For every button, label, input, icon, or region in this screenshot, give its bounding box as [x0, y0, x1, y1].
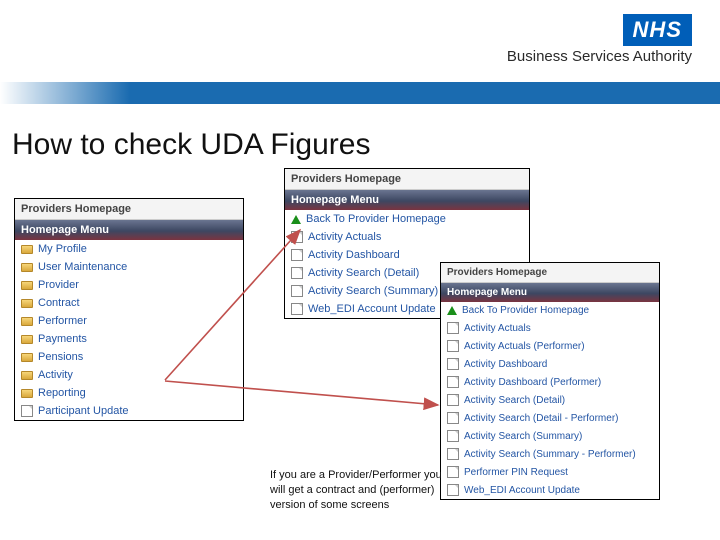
document-icon [291, 231, 303, 243]
menu-item-label: Activity Dashboard (Performer) [464, 377, 601, 388]
menu-item-label: Activity Search (Summary) [308, 285, 438, 297]
panel-providers-right: Providers Homepage Homepage Menu Back To… [440, 262, 660, 500]
arrow-up-icon [291, 215, 301, 224]
menu-item[interactable]: Activity [15, 366, 243, 384]
document-icon [447, 376, 459, 388]
menu-item-label: Activity Search (Detail - Performer) [464, 413, 618, 424]
folder-icon [21, 299, 33, 308]
menu-item-label: Activity Search (Detail) [464, 395, 565, 406]
menu-item-label: Web_EDI Account Update [308, 303, 436, 315]
menu-item[interactable]: My Profile [15, 240, 243, 258]
folder-icon [21, 263, 33, 272]
document-icon [291, 285, 303, 297]
document-icon [447, 448, 459, 460]
menu-item-label: Activity Search (Summary) [464, 431, 582, 442]
menu-item[interactable]: Contract [15, 294, 243, 312]
arrow-up-icon [447, 306, 457, 315]
menu-list: My Profile User Maintenance Provider Contra… [15, 240, 243, 420]
menu-item-label: Activity Actuals [464, 323, 531, 334]
folder-icon [21, 389, 33, 398]
document-icon [447, 430, 459, 442]
panel-header: Providers Homepage [441, 263, 659, 283]
menu-item-label: User Maintenance [38, 261, 127, 273]
document-icon [291, 267, 303, 279]
nhs-subtitle: Business Services Authority [507, 48, 692, 65]
menu-item[interactable]: Activity Search (Summary - Performer) [441, 445, 659, 463]
explainer-note: If you are a Provider/Performer you will… [270, 468, 450, 513]
menu-header: Homepage Menu [285, 190, 529, 210]
menu-item-label: Activity Search (Detail) [308, 267, 419, 279]
menu-item-label: Performer [38, 315, 87, 327]
menu-item[interactable]: Performer [15, 312, 243, 330]
menu-item-label: Reporting [38, 387, 86, 399]
menu-item[interactable]: Back To Provider Homepage [441, 302, 659, 319]
menu-item-label: Participant Update [38, 405, 129, 417]
menu-item-label: Back To Provider Homepage [306, 213, 446, 225]
menu-item-label: Activity Actuals (Performer) [464, 341, 585, 352]
panel-header: Providers Homepage [285, 169, 529, 190]
menu-item-label: Contract [38, 297, 80, 309]
menu-item[interactable]: Provider [15, 276, 243, 294]
menu-item-label: Activity Actuals [308, 231, 381, 243]
menu-header: Homepage Menu [441, 283, 659, 302]
menu-item-label: Activity Search (Summary - Performer) [464, 449, 636, 460]
menu-list: Back To Provider Homepage Activity Actual… [441, 302, 659, 499]
folder-icon [21, 371, 33, 380]
document-icon [291, 303, 303, 315]
menu-item[interactable]: User Maintenance [15, 258, 243, 276]
nhs-logo-text: NHS [623, 14, 692, 46]
menu-item[interactable]: Participant Update [15, 402, 243, 420]
document-icon [447, 394, 459, 406]
document-icon [447, 322, 459, 334]
document-icon [291, 249, 303, 261]
menu-item-label: Performer PIN Request [464, 467, 568, 478]
page-title: How to check UDA Figures [12, 128, 370, 162]
folder-icon [21, 281, 33, 290]
menu-item[interactable]: Payments [15, 330, 243, 348]
menu-item-label: Payments [38, 333, 87, 345]
menu-item-label: My Profile [38, 243, 87, 255]
menu-item[interactable]: Activity Search (Detail) [441, 391, 659, 409]
panel-providers-left: Providers Homepage Homepage Menu My Prof… [14, 198, 244, 421]
menu-item-label: Activity Dashboard [308, 249, 400, 261]
menu-item-label: Provider [38, 279, 79, 291]
folder-icon [21, 335, 33, 344]
menu-item[interactable]: Activity Search (Detail - Performer) [441, 409, 659, 427]
menu-item[interactable]: Pensions [15, 348, 243, 366]
menu-item[interactable]: Activity Actuals (Performer) [441, 337, 659, 355]
menu-item[interactable]: Activity Actuals [441, 319, 659, 337]
document-icon [447, 340, 459, 352]
folder-icon [21, 245, 33, 254]
menu-item[interactable]: Activity Dashboard [441, 355, 659, 373]
menu-header: Homepage Menu [15, 220, 243, 240]
menu-item[interactable]: Performer PIN Request [441, 463, 659, 481]
nhs-logo: NHS Business Services Authority [507, 14, 692, 65]
menu-item-label: Web_EDI Account Update [464, 485, 580, 496]
menu-item-label: Back To Provider Homepage [462, 305, 589, 316]
menu-item[interactable]: Web_EDI Account Update [441, 481, 659, 499]
document-icon [21, 405, 33, 417]
header-band [0, 82, 720, 104]
menu-item[interactable]: Activity Search (Summary) [441, 427, 659, 445]
menu-item[interactable]: Reporting [15, 384, 243, 402]
folder-icon [21, 317, 33, 326]
menu-item[interactable]: Activity Actuals [285, 228, 529, 246]
menu-item-label: Activity [38, 369, 73, 381]
menu-item-label: Activity Dashboard [464, 359, 547, 370]
panel-header: Providers Homepage [15, 199, 243, 220]
folder-icon [21, 353, 33, 362]
menu-item[interactable]: Activity Dashboard (Performer) [441, 373, 659, 391]
menu-item-label: Pensions [38, 351, 83, 363]
document-icon [447, 412, 459, 424]
menu-item[interactable]: Back To Provider Homepage [285, 210, 529, 228]
document-icon [447, 358, 459, 370]
